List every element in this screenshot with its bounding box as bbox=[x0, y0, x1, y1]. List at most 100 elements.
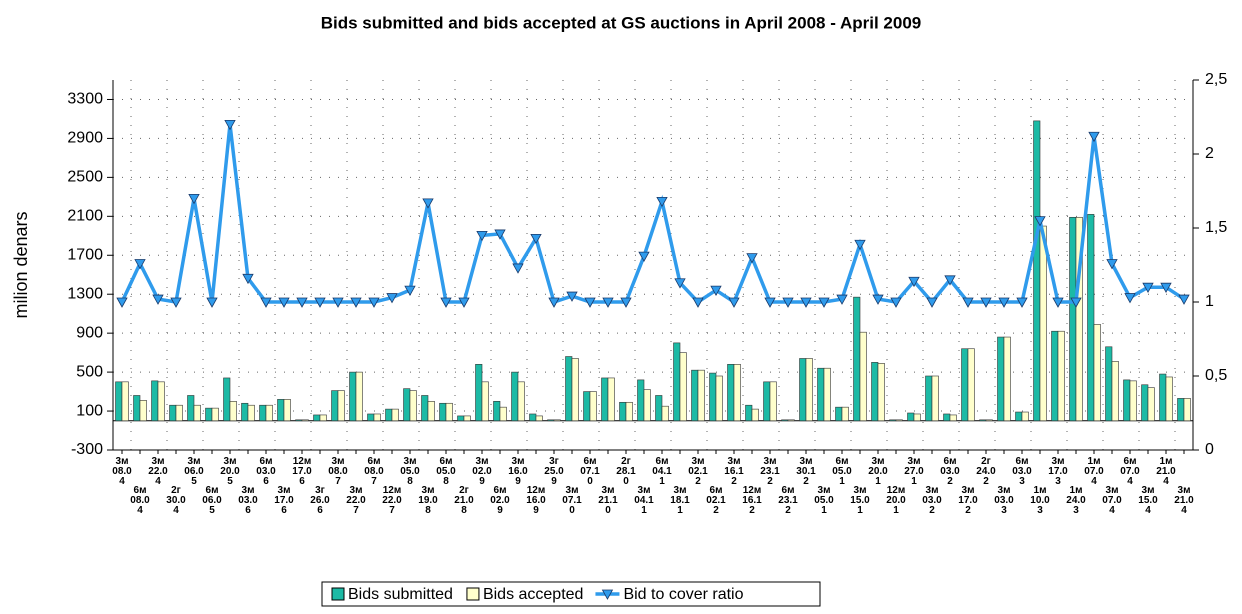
bar bbox=[1069, 216, 1077, 422]
y2-tick-label: 0 bbox=[1205, 441, 1214, 458]
bar bbox=[1093, 324, 1101, 422]
bar bbox=[715, 375, 723, 422]
bar bbox=[841, 406, 849, 422]
bar bbox=[571, 358, 579, 422]
bar bbox=[781, 419, 789, 422]
bar bbox=[139, 400, 147, 422]
bar bbox=[319, 414, 327, 422]
ratio-marker bbox=[692, 297, 704, 308]
y-tick-label: 500 bbox=[76, 363, 103, 380]
x-tick-label: 1м 24.0 3 bbox=[1066, 485, 1086, 516]
ratio-marker bbox=[800, 297, 812, 308]
x-tick-label: 3м 18.1 1 bbox=[670, 485, 690, 516]
ratio-marker bbox=[890, 297, 902, 308]
bar bbox=[373, 413, 381, 422]
bar bbox=[589, 391, 597, 422]
x-tick-label: 6м 02.1 2 bbox=[706, 485, 726, 516]
bar bbox=[763, 381, 771, 422]
ratio-marker bbox=[440, 297, 452, 308]
ratio-marker bbox=[1124, 293, 1136, 304]
ratio-marker bbox=[1142, 282, 1154, 294]
x-tick-label: 6м 03.0 2 bbox=[940, 456, 960, 487]
bar bbox=[565, 356, 573, 422]
x-tick-label: 2г 28.1 0 bbox=[616, 456, 636, 487]
ratio-marker bbox=[710, 285, 722, 296]
bar bbox=[601, 377, 609, 422]
ratio-marker bbox=[1178, 294, 1190, 305]
bar bbox=[283, 399, 291, 422]
y-tick-label: 2900 bbox=[67, 130, 103, 147]
y2-tick-label: 0,5 bbox=[1205, 367, 1227, 384]
ratio-marker bbox=[872, 294, 884, 305]
x-tick-label: 1м 10.0 3 bbox=[1030, 485, 1050, 516]
y-tick-label: 100 bbox=[76, 402, 103, 419]
ratio-marker bbox=[782, 297, 794, 308]
ratio-marker bbox=[206, 297, 218, 308]
bar bbox=[337, 390, 345, 422]
bar bbox=[637, 379, 645, 422]
y2-tick-label: 2,5 bbox=[1205, 71, 1227, 88]
x-tick-label: 3м 03.0 2 bbox=[922, 485, 942, 516]
bar bbox=[355, 371, 363, 422]
bar bbox=[709, 372, 717, 422]
bar bbox=[187, 395, 195, 422]
ratio-marker bbox=[530, 233, 542, 245]
x-tick-label: 6м 08.0 4 bbox=[130, 485, 150, 516]
bar bbox=[115, 381, 123, 422]
y-tick-label: 1700 bbox=[67, 246, 103, 263]
x-tick-label: 3м 02.0 9 bbox=[472, 456, 492, 487]
ratio-marker bbox=[152, 294, 164, 305]
x-tick-label: 3м 20.0 5 bbox=[220, 456, 240, 487]
x-tick-label: 3м 02.1 2 bbox=[688, 456, 708, 487]
bar bbox=[823, 367, 831, 422]
bar bbox=[1021, 411, 1029, 422]
bar bbox=[931, 375, 939, 422]
x-tick-label: 6м 07.0 4 bbox=[1120, 456, 1140, 487]
x-tick-label: 3м 17.0 3 bbox=[1048, 456, 1068, 487]
ratio-marker bbox=[836, 294, 848, 305]
x-tick-label: 12м 20.0 1 bbox=[886, 485, 906, 516]
ratio-marker bbox=[350, 297, 362, 308]
ratio-marker bbox=[908, 276, 920, 288]
bar bbox=[1111, 361, 1119, 422]
bar bbox=[295, 419, 303, 422]
x-tick-label: 6м 07.1 0 bbox=[580, 456, 600, 487]
bar bbox=[745, 404, 753, 422]
bar bbox=[1123, 379, 1131, 422]
ratio-marker bbox=[404, 285, 416, 296]
bar bbox=[121, 381, 129, 422]
x-tick-label: 3м 07.1 0 bbox=[562, 485, 582, 516]
ratio-marker bbox=[1088, 131, 1100, 143]
y2-tick-label: 1,5 bbox=[1205, 219, 1227, 236]
bar bbox=[943, 413, 951, 422]
ratio-marker bbox=[962, 297, 974, 308]
x-tick-label: 3м 16.0 9 bbox=[508, 456, 528, 487]
x-tick-label: 12м 16.0 9 bbox=[526, 485, 546, 516]
bar bbox=[259, 404, 267, 422]
x-tick-label: 3м 21.1 0 bbox=[598, 485, 618, 516]
bar bbox=[691, 369, 699, 422]
ratio-marker bbox=[422, 198, 434, 209]
ratio-line bbox=[120, 124, 1185, 305]
bar bbox=[697, 369, 705, 422]
x-tick-label: 3м 30.1 2 bbox=[796, 456, 816, 487]
ratio-marker bbox=[1070, 297, 1082, 308]
bar bbox=[367, 413, 375, 422]
bar bbox=[619, 401, 627, 422]
y-tick-label: 900 bbox=[76, 324, 103, 341]
bar bbox=[835, 406, 843, 422]
bar bbox=[265, 404, 273, 422]
bar bbox=[157, 381, 165, 422]
bar bbox=[859, 331, 867, 422]
ratio-marker bbox=[170, 297, 182, 308]
bar bbox=[769, 381, 777, 422]
legend-swatch bbox=[466, 587, 480, 601]
x-tick-label: 12м 17.0 6 bbox=[292, 456, 312, 487]
x-tick-label: 3м 21.0 4 bbox=[1174, 485, 1194, 516]
bar bbox=[1051, 330, 1059, 422]
bar bbox=[529, 413, 537, 422]
ratio-marker bbox=[620, 297, 632, 308]
bar bbox=[997, 336, 1005, 422]
x-tick-label: 6м 03.0 6 bbox=[256, 456, 276, 487]
